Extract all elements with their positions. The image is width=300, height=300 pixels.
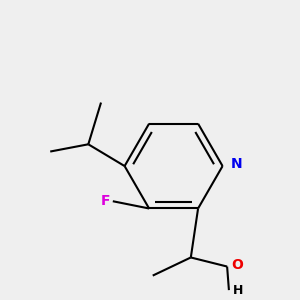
Text: O: O (232, 258, 243, 272)
Text: N: N (231, 157, 242, 171)
Text: F: F (100, 194, 110, 208)
Text: H: H (233, 284, 244, 297)
